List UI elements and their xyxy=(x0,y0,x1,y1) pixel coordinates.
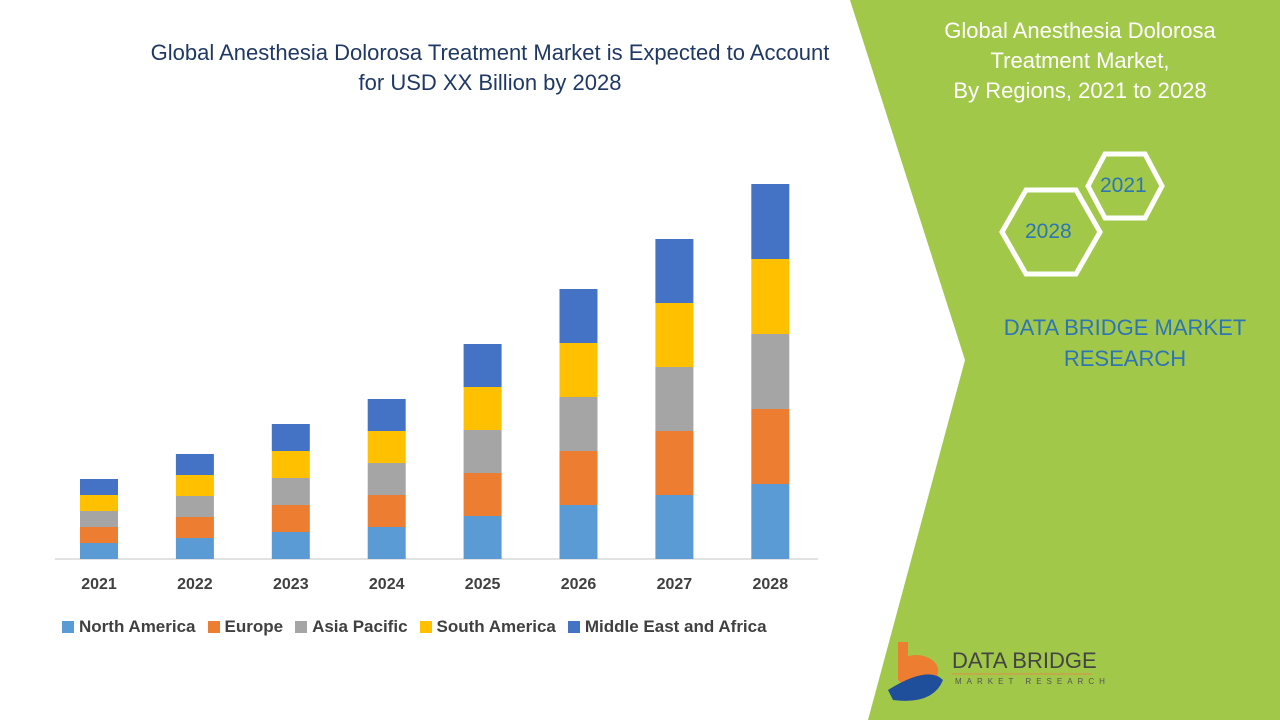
green-panel xyxy=(850,0,1280,720)
brand-line-1: DATA BRIDGE MARKET xyxy=(1003,315,1247,340)
bar-2022-north-america xyxy=(175,538,214,559)
chart-plot xyxy=(55,184,818,560)
bar-2025-middle-east-and-africa xyxy=(463,344,502,387)
bar-2024-europe xyxy=(367,495,406,527)
bar-2027-europe xyxy=(655,431,694,495)
bar-2028-europe xyxy=(751,409,790,484)
side-title: Global Anesthesia Dolorosa Treatment Mar… xyxy=(915,16,1245,106)
legend: North America Europe Asia Pacific South Ame… xyxy=(62,617,767,637)
bar-2024-asia-pacific xyxy=(367,463,406,495)
bar-2027-asia-pacific xyxy=(655,367,694,431)
bar-2023-north-america xyxy=(271,532,310,559)
bar-2023-asia-pacific xyxy=(271,478,310,505)
hexagon-2028 xyxy=(999,187,1103,277)
x-tick-label: 2022 xyxy=(177,576,213,593)
bar-2023-middle-east-and-africa xyxy=(271,424,310,451)
bar-2021-asia-pacific xyxy=(80,511,118,527)
legend-label: South America xyxy=(436,617,556,636)
x-tick-label: 2021 xyxy=(81,576,117,593)
bar-2028-north-america xyxy=(751,484,790,559)
bar-2028-middle-east-and-africa xyxy=(751,184,790,259)
bar-2021-europe xyxy=(80,527,118,543)
bar-2026-europe xyxy=(559,451,598,505)
x-tick-label: 2028 xyxy=(752,576,789,593)
bar-2024-north-america xyxy=(367,527,406,559)
legend-label: Middle East and Africa xyxy=(584,617,767,636)
legend-swatch xyxy=(295,621,308,633)
bar-2027-south-america xyxy=(655,303,694,367)
legend-item: South America xyxy=(419,617,556,637)
title-line-1: Global Anesthesia Dolorosa Treatment Mar… xyxy=(150,40,830,65)
bar-2027-north-america xyxy=(655,495,694,559)
legend-item: Asia Pacific xyxy=(295,617,408,637)
hexagon-2021 xyxy=(1085,151,1165,221)
bar-2026-south-america xyxy=(559,343,598,397)
x-tick-label: 2023 xyxy=(273,576,309,593)
bar-2023-south-america xyxy=(271,451,310,478)
legend-item: North America xyxy=(62,617,196,637)
side-title-line-3: By Regions, 2021 to 2028 xyxy=(953,78,1207,103)
bar-2027-middle-east-and-africa xyxy=(655,239,694,303)
legend-label: North America xyxy=(79,617,196,636)
legend-label: Europe xyxy=(224,617,284,636)
chart-title: Global Anesthesia Dolorosa Treatment Mar… xyxy=(90,38,890,98)
bar-2022-europe xyxy=(175,517,214,538)
bar-2022-south-america xyxy=(175,475,214,496)
brand-text: DATA BRIDGE MARKET RESEARCH xyxy=(985,312,1265,374)
bar-2022-middle-east-and-africa xyxy=(175,454,214,475)
bar-2024-south-america xyxy=(367,431,406,463)
bar-2028-asia-pacific xyxy=(751,334,790,409)
bar-2024-middle-east-and-africa xyxy=(367,399,406,431)
legend-item: Europe xyxy=(207,617,284,637)
hex-label-2028: 2028 xyxy=(1025,220,1072,243)
legend-item: Middle East and Africa xyxy=(567,617,767,637)
bar-2025-europe xyxy=(463,473,502,516)
legend-swatch xyxy=(567,621,580,633)
bar-2023-europe xyxy=(271,505,310,532)
legend-label: Asia Pacific xyxy=(312,617,408,636)
bar-2025-north-america xyxy=(463,516,502,559)
title-line-2: for USD XX Billion by 2028 xyxy=(358,70,622,95)
bar-2025-asia-pacific xyxy=(463,430,502,473)
x-tick-label: 2024 xyxy=(368,576,405,593)
bar-2026-asia-pacific xyxy=(559,397,598,451)
bar-2026-middle-east-and-africa xyxy=(559,289,598,343)
bar-2025-south-america xyxy=(463,387,502,430)
brand-line-2: RESEARCH xyxy=(1063,346,1187,371)
bar-2026-north-america xyxy=(559,505,598,559)
bar-2028-south-america xyxy=(751,259,790,334)
x-tick-label: 2025 xyxy=(464,576,501,593)
hex-label-2021: 2021 xyxy=(1100,174,1147,197)
bar-2022-asia-pacific xyxy=(175,496,214,517)
x-tick-label: 2026 xyxy=(560,576,597,593)
logo-subtitle: MARKET RESEARCH xyxy=(955,677,1110,686)
logo-name: DATA BRIDGE xyxy=(952,648,1097,673)
side-title-line-1: Global Anesthesia Dolorosa xyxy=(944,18,1216,43)
legend-swatch xyxy=(207,621,220,633)
legend-swatch xyxy=(62,621,74,633)
bar-2021-north-america xyxy=(80,543,118,559)
x-tick-label: 2027 xyxy=(656,576,693,593)
logo-icon xyxy=(888,642,1092,701)
side-title-line-2: Treatment Market, xyxy=(990,48,1170,73)
legend-swatch xyxy=(419,621,432,633)
bar-2021-middle-east-and-africa xyxy=(80,479,118,495)
bar-2021-south-america xyxy=(80,495,118,511)
